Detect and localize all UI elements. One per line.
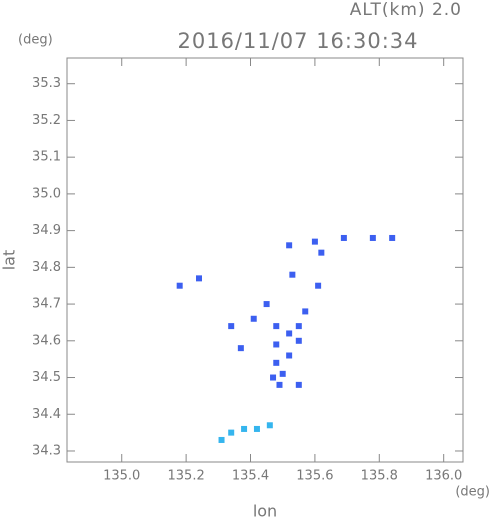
echo-point: [286, 352, 293, 359]
echo-point: [228, 429, 235, 436]
echo-point: [270, 374, 277, 381]
echo-point: [250, 315, 257, 322]
echo-point: [266, 422, 273, 429]
x-tick-label: 136.0: [425, 469, 462, 484]
y-tick-label: 34.5: [32, 370, 61, 385]
echo-point: [263, 301, 270, 308]
y-tick-label: 34.3: [32, 443, 61, 458]
y-tick-label: 35.3: [32, 76, 61, 91]
y-axis-label: lat: [0, 250, 19, 271]
echo-point: [279, 370, 286, 377]
echo-point: [340, 234, 347, 241]
echo-point: [315, 282, 322, 289]
echo-point: [176, 282, 183, 289]
echo-point: [295, 323, 302, 330]
y-tick-label: 35.1: [32, 150, 61, 165]
y-tick-label: 35.0: [32, 186, 61, 201]
echo-point: [289, 271, 296, 278]
echo-point: [295, 381, 302, 388]
echo-point: [253, 425, 260, 432]
echo-point: [273, 323, 280, 330]
x-tick-label: 135.6: [296, 469, 333, 484]
echo-point: [218, 436, 225, 443]
echo-point: [196, 275, 202, 282]
echo-point: [273, 341, 280, 348]
y-tick-label: 34.6: [32, 333, 61, 348]
y-tick-label: 34.7: [32, 297, 61, 312]
x-tick-label: 135.2: [168, 469, 205, 484]
y-tick-label: 34.9: [32, 223, 61, 238]
echo-point: [369, 234, 376, 241]
x-tick-label: 135.0: [103, 469, 140, 484]
plot-frame: [66, 57, 464, 463]
echo-point: [237, 345, 244, 352]
echo-point: [228, 323, 235, 330]
y-tick-label: 35.2: [32, 113, 61, 128]
x-axis-label: lon: [253, 502, 277, 521]
echo-point: [311, 238, 318, 245]
x-tick-label: 135.8: [361, 469, 398, 484]
y-tick-label: 34.4: [32, 407, 61, 422]
echo-point: [286, 242, 293, 249]
echo-point: [389, 234, 396, 241]
echo-point: [286, 330, 293, 337]
y-unit: (deg): [18, 33, 53, 48]
echo-point: [241, 425, 248, 432]
altitude: ALT(km) 2.0: [350, 0, 462, 20]
y-tick-label: 34.8: [32, 260, 61, 275]
echo-point: [295, 337, 302, 344]
echo-point: [276, 381, 283, 388]
echo-point: [302, 308, 309, 315]
chart-title: 2016/11/07 16:30:34: [177, 29, 418, 53]
x-unit: (deg): [455, 485, 490, 500]
x-tick-label: 135.4: [232, 469, 269, 484]
echo-point: [273, 359, 280, 366]
echo-point: [318, 249, 325, 256]
